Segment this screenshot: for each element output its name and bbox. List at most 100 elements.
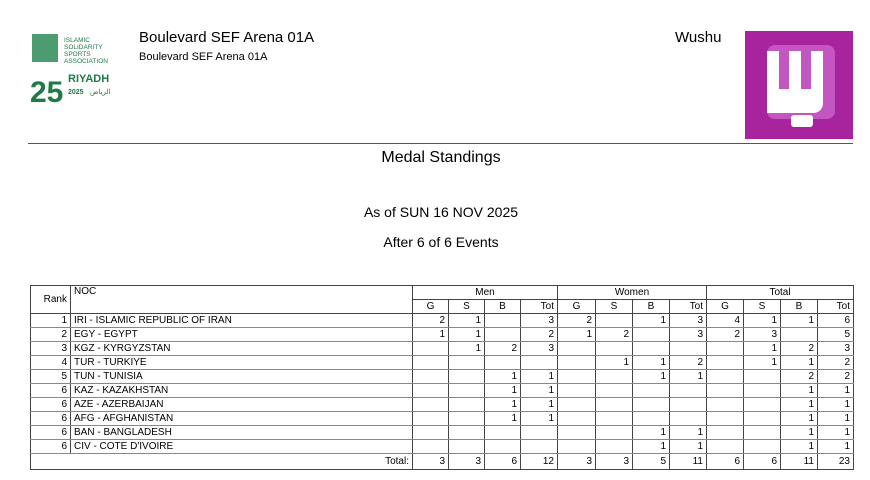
medal-header: B bbox=[484, 299, 521, 314]
medal-cell: 1 bbox=[780, 439, 818, 454]
venue: Boulevard SEF Arena 01A bbox=[139, 29, 315, 46]
table-row: 1 IRI - ISLAMIC REPUBLIC OF IRAN 2 1 3 2 1 3 4 1 1… bbox=[30, 313, 854, 328]
medal-cell bbox=[595, 313, 633, 328]
table-row: 6 CIV - COTE D'IVOIRE 1 1 1 1 bbox=[30, 439, 854, 454]
medal-cell: 3 bbox=[743, 327, 781, 342]
medal-cell: 1 bbox=[632, 355, 670, 370]
table-row: 2 EGY - EGYPT 1 1 2 1 2 3 2 3 5 bbox=[30, 327, 854, 342]
medal-cell bbox=[412, 411, 449, 426]
medal-cell bbox=[484, 439, 521, 454]
medal-cell: 6 bbox=[817, 313, 854, 328]
medal-cell: 1 bbox=[780, 397, 818, 412]
medal-cell bbox=[706, 397, 744, 412]
total-cell: 6 bbox=[484, 453, 521, 470]
medal-cell: 2 bbox=[669, 355, 707, 370]
medal-cell: 3 bbox=[669, 327, 707, 342]
medal-cell bbox=[669, 411, 707, 426]
rank-cell: 2 bbox=[30, 327, 71, 342]
medal-cell bbox=[743, 397, 781, 412]
table-row: Rank NOC Men Women Total bbox=[30, 285, 854, 314]
report-events: After 6 of 6 Events bbox=[383, 234, 499, 250]
logo-text: ISLAMIC bbox=[64, 37, 90, 44]
medal-cell bbox=[520, 439, 558, 454]
medal-cell bbox=[669, 341, 707, 356]
table-row: 5 TUN - TUNISIA 1 1 1 1 2 2 bbox=[30, 369, 854, 384]
medal-cell bbox=[557, 369, 596, 384]
total-cell: 3 bbox=[412, 453, 449, 470]
medal-cell bbox=[412, 397, 449, 412]
medal-cell bbox=[448, 369, 485, 384]
medal-cell bbox=[557, 341, 596, 356]
medal-cell: 1 bbox=[669, 439, 707, 454]
total-cell: 12 bbox=[520, 453, 558, 470]
medal-cell bbox=[448, 355, 485, 370]
medal-table: Rank NOC Men Women Total G S B Tot G S B Tot G S B Tot 1 I… bbox=[30, 285, 854, 470]
medal-cell: 2 bbox=[817, 369, 854, 384]
medal-cell bbox=[520, 355, 558, 370]
medal-cell: 1 bbox=[595, 355, 633, 370]
medal-cell bbox=[595, 397, 633, 412]
logo-numeral: 25 bbox=[30, 76, 63, 106]
medal-header: G bbox=[706, 299, 744, 314]
medal-cell: 2 bbox=[520, 327, 558, 342]
medal-cell: 2 bbox=[706, 327, 744, 342]
logo: ISLAMIC SOLIDARITY SPORTS ASSOCIATION 25… bbox=[30, 34, 111, 106]
medal-header: B bbox=[780, 299, 818, 314]
medal-cell: 1 bbox=[780, 383, 818, 398]
medal-cell: 1 bbox=[632, 425, 670, 440]
medal-cell bbox=[557, 355, 596, 370]
medal-cell: 1 bbox=[448, 341, 485, 356]
medal-cell bbox=[557, 411, 596, 426]
medal-cell bbox=[706, 439, 744, 454]
medal-cell bbox=[669, 383, 707, 398]
total-cell: 11 bbox=[669, 453, 707, 470]
medal-cell: 1 bbox=[557, 327, 596, 342]
medal-cell: 1 bbox=[780, 355, 818, 370]
medal-cell: 1 bbox=[817, 439, 854, 454]
noc-cell: EGY - EGYPT bbox=[70, 327, 413, 342]
logo-emblem bbox=[32, 34, 58, 62]
table-row: 6 BAN - BANGLADESH 1 1 1 1 bbox=[30, 425, 854, 440]
medal-cell bbox=[595, 411, 633, 426]
medal-cell bbox=[632, 411, 670, 426]
medal-cell bbox=[595, 341, 633, 356]
medal-cell bbox=[632, 341, 670, 356]
report-date: As of SUN 16 NOV 2025 bbox=[363, 204, 519, 220]
medal-cell: 2 bbox=[412, 313, 449, 328]
medal-cell bbox=[484, 355, 521, 370]
medal-cell: 1 bbox=[743, 313, 781, 328]
total-cell: 6 bbox=[743, 453, 781, 470]
medal-cell bbox=[557, 439, 596, 454]
table-row: 3 KGZ - KYRGYZSTAN 1 2 3 1 2 3 bbox=[30, 341, 854, 356]
rank-cell: 6 bbox=[30, 383, 71, 398]
medal-cell: 1 bbox=[669, 425, 707, 440]
noc-cell: CIV - COTE D'IVOIRE bbox=[70, 439, 413, 454]
logo-city: RIYADH bbox=[68, 73, 109, 85]
medal-cell bbox=[448, 397, 485, 412]
logo-arabic: الرياض bbox=[90, 88, 111, 96]
medal-cell: 2 bbox=[557, 313, 596, 328]
noc-cell: KAZ - KAZAKHSTAN bbox=[70, 383, 413, 398]
sport-pictogram bbox=[745, 31, 853, 139]
medal-cell bbox=[743, 369, 781, 384]
group-header: Women bbox=[557, 285, 707, 300]
medal-cell: 1 bbox=[520, 397, 558, 412]
logo-text: SPORTS bbox=[64, 51, 91, 58]
medal-cell: 1 bbox=[484, 369, 521, 384]
medal-cell: 1 bbox=[780, 425, 818, 440]
noc-cell: BAN - BANGLADESH bbox=[70, 425, 413, 440]
rank-cell: 6 bbox=[30, 425, 71, 440]
medal-cell bbox=[595, 439, 633, 454]
medal-cell: 2 bbox=[595, 327, 633, 342]
group-header: Total bbox=[706, 285, 854, 300]
medal-cell bbox=[632, 397, 670, 412]
rank-cell: 6 bbox=[30, 397, 71, 412]
medal-header: S bbox=[448, 299, 485, 314]
medal-cell bbox=[669, 397, 707, 412]
medal-cell bbox=[632, 327, 670, 342]
medal-cell: 1 bbox=[484, 397, 521, 412]
rank-cell: 5 bbox=[30, 369, 71, 384]
medal-cell bbox=[557, 397, 596, 412]
table-row: Total: 3 3 6 12 3 3 5 11 6 6 11 23 bbox=[30, 453, 854, 470]
